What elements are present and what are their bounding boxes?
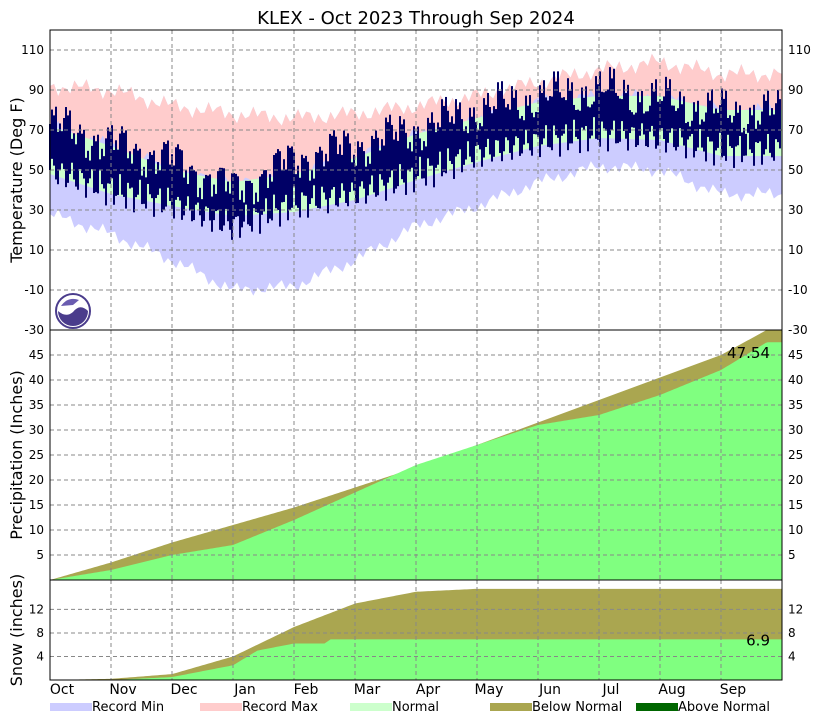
temperature-tick-label-right: 110 (788, 43, 811, 57)
legend-label: Record Max (242, 700, 318, 715)
precipitation-tick-label-right: 20 (788, 473, 803, 487)
precipitation-tick-label-left: 30 (29, 423, 44, 437)
month-label-jun: Jun (538, 682, 561, 698)
precipitation-tick-label-right: 25 (788, 448, 803, 462)
month-label-apr: Apr (416, 682, 440, 698)
month-label-feb: Feb (294, 682, 319, 698)
noaa-logo-wave (58, 307, 88, 326)
precipitation-tick-label-right: 35 (788, 398, 803, 412)
legend-label: Record Min (92, 700, 164, 715)
snow-tick-label-left: 4 (36, 649, 44, 663)
snow-tick-label-left: 8 (36, 626, 44, 640)
temperature-tick-label-left: 10 (29, 243, 44, 257)
precipitation-tick-label-left: 15 (29, 498, 44, 512)
precipitation-axis-label: Precipitation (Inches) (7, 370, 26, 540)
legend-item: Normal (350, 700, 439, 715)
legend-label: Above Normal (678, 700, 770, 715)
month-label-mar: Mar (354, 682, 381, 698)
precipitation-tick-label-right: 45 (788, 348, 803, 362)
precipitation-tick-label-left: 45 (29, 348, 44, 362)
precipitation-grid (50, 330, 782, 580)
precipitation-tick-label-left: 35 (29, 398, 44, 412)
chart-legend: Record Min Record Max Normal Below Normal Ab… (50, 700, 770, 715)
temperature-tick-label-left: 90 (29, 83, 44, 97)
temperature-tick-label-right: 70 (788, 123, 803, 137)
snow-total-annotation: 6.9 (746, 631, 770, 649)
temperature-tick-label-right: 30 (788, 203, 803, 217)
legend-item: Below Normal (490, 700, 622, 715)
legend-swatch (636, 703, 678, 711)
chart-title: KLEX - Oct 2023 Through Sep 2024 (257, 8, 575, 29)
precipitation-tick-label-right: 30 (788, 423, 803, 437)
temperature-tick-label-left: 30 (29, 203, 44, 217)
temperature-tick-label-right: 10 (788, 243, 803, 257)
legend-item: Record Max (200, 700, 318, 715)
month-labels: Oct Nov Dec Jan Feb Mar Apr May Jun Jul Aug Sep (50, 682, 746, 698)
legend-swatch (350, 703, 392, 711)
legend-swatch (50, 703, 92, 711)
snow-tick-label-right: 12 (788, 602, 803, 616)
temperature-tick-label-left: 50 (29, 163, 44, 177)
precipitation-tick-label-right: 15 (788, 498, 803, 512)
temperature-tick-label-right: 90 (788, 83, 803, 97)
precipitation-tick-label-right: 5 (788, 548, 796, 562)
temperature-tick-label-left: -30 (24, 323, 44, 337)
month-label-jul: Jul (602, 682, 620, 698)
precipitation-tick-label-left: 10 (29, 523, 44, 537)
month-label-aug: Aug (658, 682, 685, 698)
snow-tick-label-left: 12 (29, 602, 44, 616)
noaa-logo-bird (61, 298, 79, 306)
legend-item: Above Normal (636, 700, 770, 715)
precipitation-tick-label-right: 40 (788, 373, 803, 387)
snow-frame (49, 579, 783, 681)
temperature-tick-label-right: -30 (788, 323, 808, 337)
snow-grid (50, 580, 782, 680)
month-label-dec: Dec (170, 682, 197, 698)
precipitation-tick-label-left: 5 (36, 548, 44, 562)
snow-axis-label: Snow (inches) (7, 574, 26, 686)
legend-label: Below Normal (532, 700, 622, 715)
legend-swatch (490, 703, 532, 711)
precipitation-tick-label-left: 40 (29, 373, 44, 387)
legend-item: Record Min (50, 700, 164, 715)
temperature-tick-label-right: 50 (788, 163, 803, 177)
temperature-tick-label-left: 110 (21, 43, 44, 57)
legend-label: Normal (392, 700, 439, 715)
month-label-sep: Sep (720, 682, 747, 698)
legend-swatch (200, 703, 242, 711)
observed-temperature-bars (49, 67, 781, 240)
precipitation-tick-label-left: 25 (29, 448, 44, 462)
noaa-logo (55, 293, 91, 329)
temperature-panel: -30 -30 -10 -10 10 10 30 30 50 50 70 70 90 90 110 110 Te… (7, 29, 811, 337)
month-label-jan: Jan (233, 682, 256, 698)
precipitation-total-annotation: 47.54 (727, 344, 770, 362)
month-label-oct: Oct (50, 682, 75, 698)
month-label-nov: Nov (109, 682, 136, 698)
temperature-tick-label-right: -10 (788, 283, 808, 297)
precipitation-tick-label-right: 10 (788, 523, 803, 537)
temperature-tick-label-left: 70 (29, 123, 44, 137)
month-label-may: May (475, 682, 504, 698)
chart-panels: -30 -30 -10 -10 10 10 30 30 50 50 70 70 90 90 110 110 Te… (7, 29, 811, 686)
temperature-grid (50, 30, 782, 331)
snow-tick-label-right: 8 (788, 626, 796, 640)
temperature-tick-label-left: -10 (24, 283, 44, 297)
precipitation-tick-label-left: 20 (29, 473, 44, 487)
temperature-axis-label: Temperature (Deg F) (7, 97, 26, 264)
snow-tick-label-right: 4 (788, 649, 796, 663)
